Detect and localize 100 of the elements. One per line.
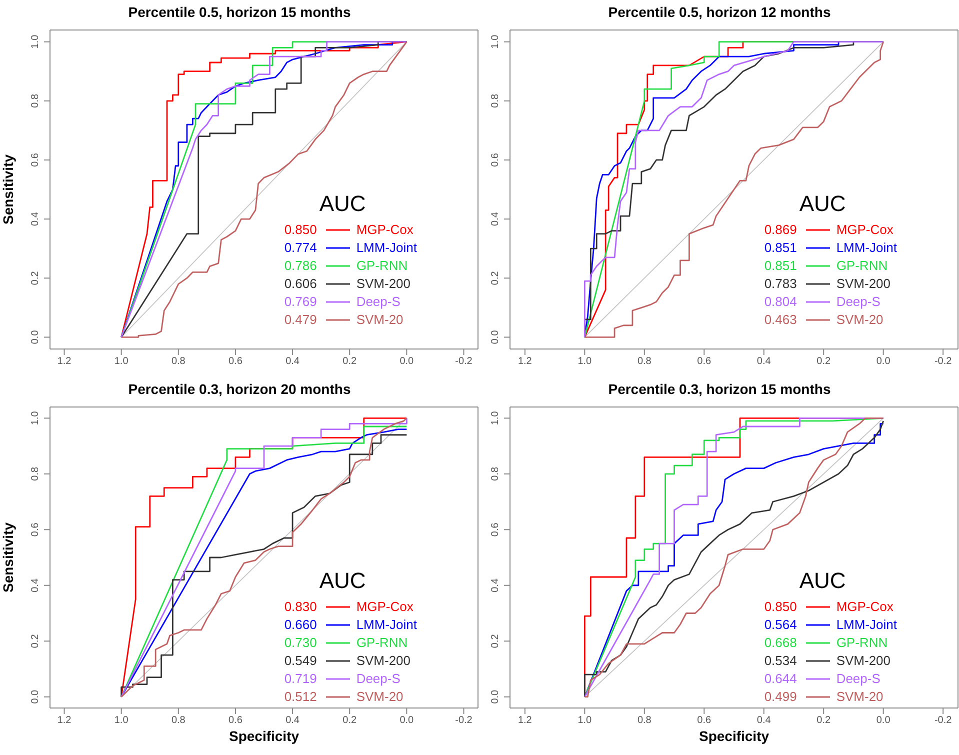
legend-label: MGP-Cox [836,221,894,239]
annotation: 0.719 [284,670,318,688]
y-tick-label: 0.0 [490,689,501,704]
y-tick-label: 0.6 [490,152,501,167]
y-tick-label: 0.4 [30,212,41,226]
annotation: 0.783 [764,275,798,293]
x-tick-label: 0.6 [697,715,712,726]
y-tick-label: 0.6 [30,152,41,167]
annotation: 0.869 [764,221,798,239]
legend-label: GP-RNN [356,257,408,275]
x-tick-label: 0.6 [228,356,243,368]
legend-label: Deep-S [836,293,880,311]
y-tick-label: 0.8 [490,466,501,481]
legend-label: SVM-20 [356,688,404,706]
x-tick-label: 1.2 [57,715,72,726]
y-tick-label: 0.2 [30,634,41,648]
legend-label: GP-RNN [836,257,888,275]
x-tick-label: 0.2 [816,356,831,368]
y-tick-label: 0.2 [490,270,501,286]
y-tick-label: 0.6 [30,522,41,537]
y-tick-label: 0.4 [30,578,41,592]
x-tick-label: 1.2 [57,356,72,368]
x-tick-label: 1.0 [114,356,129,368]
y-tick-label: 0.6 [490,522,501,537]
annotation: 0.851 [764,239,798,257]
y-tick-label: 0.4 [490,212,501,226]
x-tick-label: 0.6 [228,715,243,726]
x-tick-label: 0.8 [637,356,652,368]
legend-label: SVM-200 [356,275,411,293]
x-tick-label: 1.2 [518,715,532,726]
annotation: 0.730 [284,634,318,652]
y-tick-label: 0.0 [30,330,41,344]
x-tick-label: 0.0 [400,715,414,726]
legend-label: LMM-Joint [356,239,417,257]
y-tick-label: 0.0 [490,330,501,344]
x-tick-label: 0.2 [816,715,831,726]
y-tick-label: 0.8 [30,94,41,108]
y-tick-label: 0.2 [490,634,501,648]
legend-label: GP-RNN [356,634,408,652]
annotation: 0.850 [764,598,798,616]
x-tick-label: 1.0 [114,715,129,726]
y-tick-label: 0.8 [30,466,41,481]
chart-title: Percentile 0.3, horizon 15 months [607,380,832,399]
legend-title: AUC [319,191,367,217]
annotation: 0.769 [284,293,318,311]
x-tick-label: 0.4 [756,715,772,726]
legend-label: LMM-Joint [356,616,417,634]
x-tick-label: 0.6 [697,356,712,368]
legend-label: SVM-20 [836,688,884,706]
x-tick-label: 0.4 [286,715,300,726]
y-tick-label: 1.0 [30,34,41,49]
legend-label: GP-RNN [836,634,888,652]
x-tick-label: 1.0 [578,356,592,368]
x-tick-label: 0.8 [637,715,652,726]
legend-label: MGP-Cox [836,598,894,616]
annotation: 0.549 [284,652,318,670]
x-tick-label: 0.4 [286,356,300,368]
legend-label: MGP-Cox [356,598,414,616]
x-tick-label: 0.2 [342,356,357,368]
legend-title: AUC [799,568,847,594]
x-tick-label: 0.4 [756,356,772,368]
y-axis-title: Sensitivity [0,522,16,593]
annotation: 0.668 [764,634,798,652]
x-tick-label: 1.2 [518,356,532,368]
annotation: 0.850 [284,221,318,239]
x-tick-label: -0.2 [934,356,952,368]
chart-title: Percentile 0.3, horizon 20 months [127,380,352,399]
y-tick-label: 1.0 [490,34,501,49]
x-tick-label: 0.2 [342,715,357,726]
annotation: 0.499 [764,688,798,706]
y-tick-label: 0.2 [30,270,41,286]
annotation: 0.851 [764,257,798,275]
x-tick-label: -0.2 [455,356,473,368]
y-tick-label: 0.4 [490,578,501,592]
annotation: 0.644 [764,670,798,688]
legend-label: Deep-S [836,670,880,688]
annotation: 0.512 [284,688,318,706]
legend-label: SVM-200 [356,652,411,670]
legend-label: Deep-S [356,293,400,311]
chart-title: Percentile 0.5, horizon 12 months [607,3,832,22]
x-tick-label: 0.8 [171,715,186,726]
y-axis-title: Sensitivity [0,154,16,225]
legend-title: AUC [319,568,367,594]
x-tick-label: -0.2 [934,715,952,726]
legend-label: Deep-S [356,670,400,688]
x-tick-label: -0.2 [455,715,473,726]
annotation: 0.606 [284,275,318,293]
annotation: 0.564 [764,616,798,634]
annotation: 0.479 [284,311,318,329]
x-tick-label: 0.0 [400,356,414,368]
legend-label: LMM-Joint [836,239,897,257]
legend-label: SVM-20 [836,311,884,329]
legend-label: LMM-Joint [836,616,897,634]
annotation: 0.804 [764,293,798,311]
x-tick-label: 0.0 [876,356,891,368]
y-tick-label: 0.0 [30,689,41,704]
legend-label: MGP-Cox [356,221,414,239]
x-axis-title: Specificity [228,728,300,744]
x-tick-label: 0.0 [876,715,891,726]
y-tick-label: 1.0 [30,410,41,426]
